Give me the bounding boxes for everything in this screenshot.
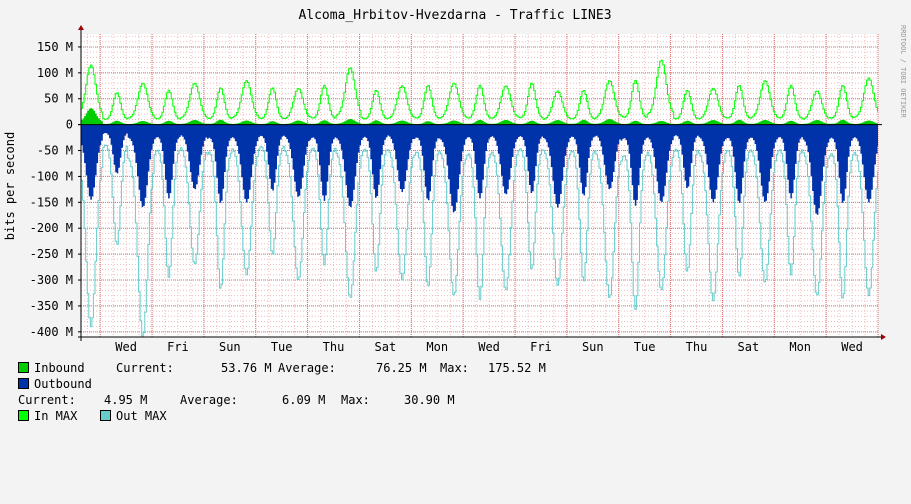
legend-current-outbound: 4.95 M bbox=[104, 393, 148, 407]
legend-name-inbound: Inbound bbox=[34, 361, 85, 375]
x-tick-label: Tue bbox=[634, 340, 656, 354]
legend-average-outbound: 6.09 M bbox=[282, 393, 326, 407]
y-tick-label: -50 M bbox=[37, 144, 73, 158]
chart-title: Alcoma_Hrbitov-Hvezdarna - Traffic LINE3 bbox=[298, 8, 611, 23]
series-inbound-area bbox=[81, 108, 878, 125]
y-tick-label: -400 M bbox=[30, 325, 73, 339]
legend-name-outbound: Outbound bbox=[34, 377, 92, 391]
y-tick-label: -200 M bbox=[30, 221, 73, 235]
legend-max-word-outbound: Max: bbox=[341, 393, 370, 407]
legend-name-out-max: Out MAX bbox=[116, 409, 167, 423]
legend-average-word-outbound: Average: bbox=[180, 393, 238, 407]
axis-layer bbox=[78, 25, 886, 341]
legend-row-outbound-values: Current: 4.95 M Average: 6.09 M Max: 30.… bbox=[18, 392, 455, 408]
y-tick-label: -300 M bbox=[30, 273, 73, 287]
y-tick-label: -350 M bbox=[30, 299, 73, 313]
legend-max-inbound: 175.52 M bbox=[488, 361, 546, 375]
legend-swatch-out-max bbox=[100, 410, 111, 421]
legend-current-word-outbound: Current: bbox=[18, 393, 76, 407]
traffic-chart: Alcoma_Hrbitov-Hvezdarna - Traffic LINE3… bbox=[3, 8, 907, 354]
x-tick-label: Fri bbox=[530, 340, 552, 354]
y-tick-label: -250 M bbox=[30, 247, 73, 261]
y-axis-arrow-icon bbox=[78, 25, 84, 30]
x-tick-label: Tue bbox=[271, 340, 293, 354]
x-tick-label: Sun bbox=[219, 340, 241, 354]
rrdtool-watermark: RRDTOOL / TOBI OETIKER bbox=[899, 25, 907, 119]
x-tick-label: Fri bbox=[167, 340, 189, 354]
legend-swatch-in-max bbox=[18, 410, 29, 421]
legend-average-inbound: 76.25 M bbox=[376, 361, 427, 375]
grid-layer bbox=[81, 34, 879, 337]
y-tick-label: 100 M bbox=[37, 66, 73, 80]
x-tick-label: Wed bbox=[841, 340, 863, 354]
series-layer bbox=[81, 59, 878, 337]
x-tick-label: Thu bbox=[323, 340, 345, 354]
tick-label-layer: 150 M 100 M 50 M 0 -50 M -100 M -150 M -200 M -2… bbox=[30, 40, 863, 354]
legend-name-in-max: In MAX bbox=[34, 409, 78, 423]
series-out-max-line bbox=[81, 144, 878, 337]
legend-max-outbound: 30.90 M bbox=[404, 393, 455, 407]
legend-current-inbound: 53.76 M bbox=[221, 361, 272, 375]
x-tick-label: Sat bbox=[375, 340, 397, 354]
legend-row-outbound: Outbound bbox=[18, 376, 92, 392]
legend-swatch-outbound bbox=[18, 378, 29, 389]
legend-row-inbound: Inbound Current: 53.76 M Average: 76.25 … bbox=[18, 360, 546, 376]
legend-swatch-inbound bbox=[18, 362, 29, 373]
y-tick-label: -100 M bbox=[30, 169, 73, 183]
y-tick-label: 50 M bbox=[44, 92, 73, 106]
x-tick-label: Wed bbox=[478, 340, 500, 354]
legend-row-max: In MAX Out MAX bbox=[18, 408, 167, 424]
legend-current-word-inbound: Current: bbox=[116, 361, 174, 375]
legend-max-word-inbound: Max: bbox=[440, 361, 469, 375]
x-tick-label: Wed bbox=[115, 340, 137, 354]
x-tick-label: Sat bbox=[738, 340, 760, 354]
y-tick-label: -150 M bbox=[30, 195, 73, 209]
x-axis-arrow-icon bbox=[881, 334, 886, 340]
x-tick-label: Mon bbox=[789, 340, 811, 354]
series-in-max-line bbox=[81, 59, 878, 120]
x-tick-label: Mon bbox=[426, 340, 448, 354]
legend-average-word-inbound: Average: bbox=[278, 361, 336, 375]
y-tick-label: 0 bbox=[66, 118, 73, 132]
series-outbound-area bbox=[81, 124, 878, 215]
y-axis-label: bits per second bbox=[3, 132, 17, 240]
x-tick-label: Sun bbox=[582, 340, 604, 354]
y-tick-label: 150 M bbox=[37, 40, 73, 54]
x-tick-label: Thu bbox=[686, 340, 708, 354]
